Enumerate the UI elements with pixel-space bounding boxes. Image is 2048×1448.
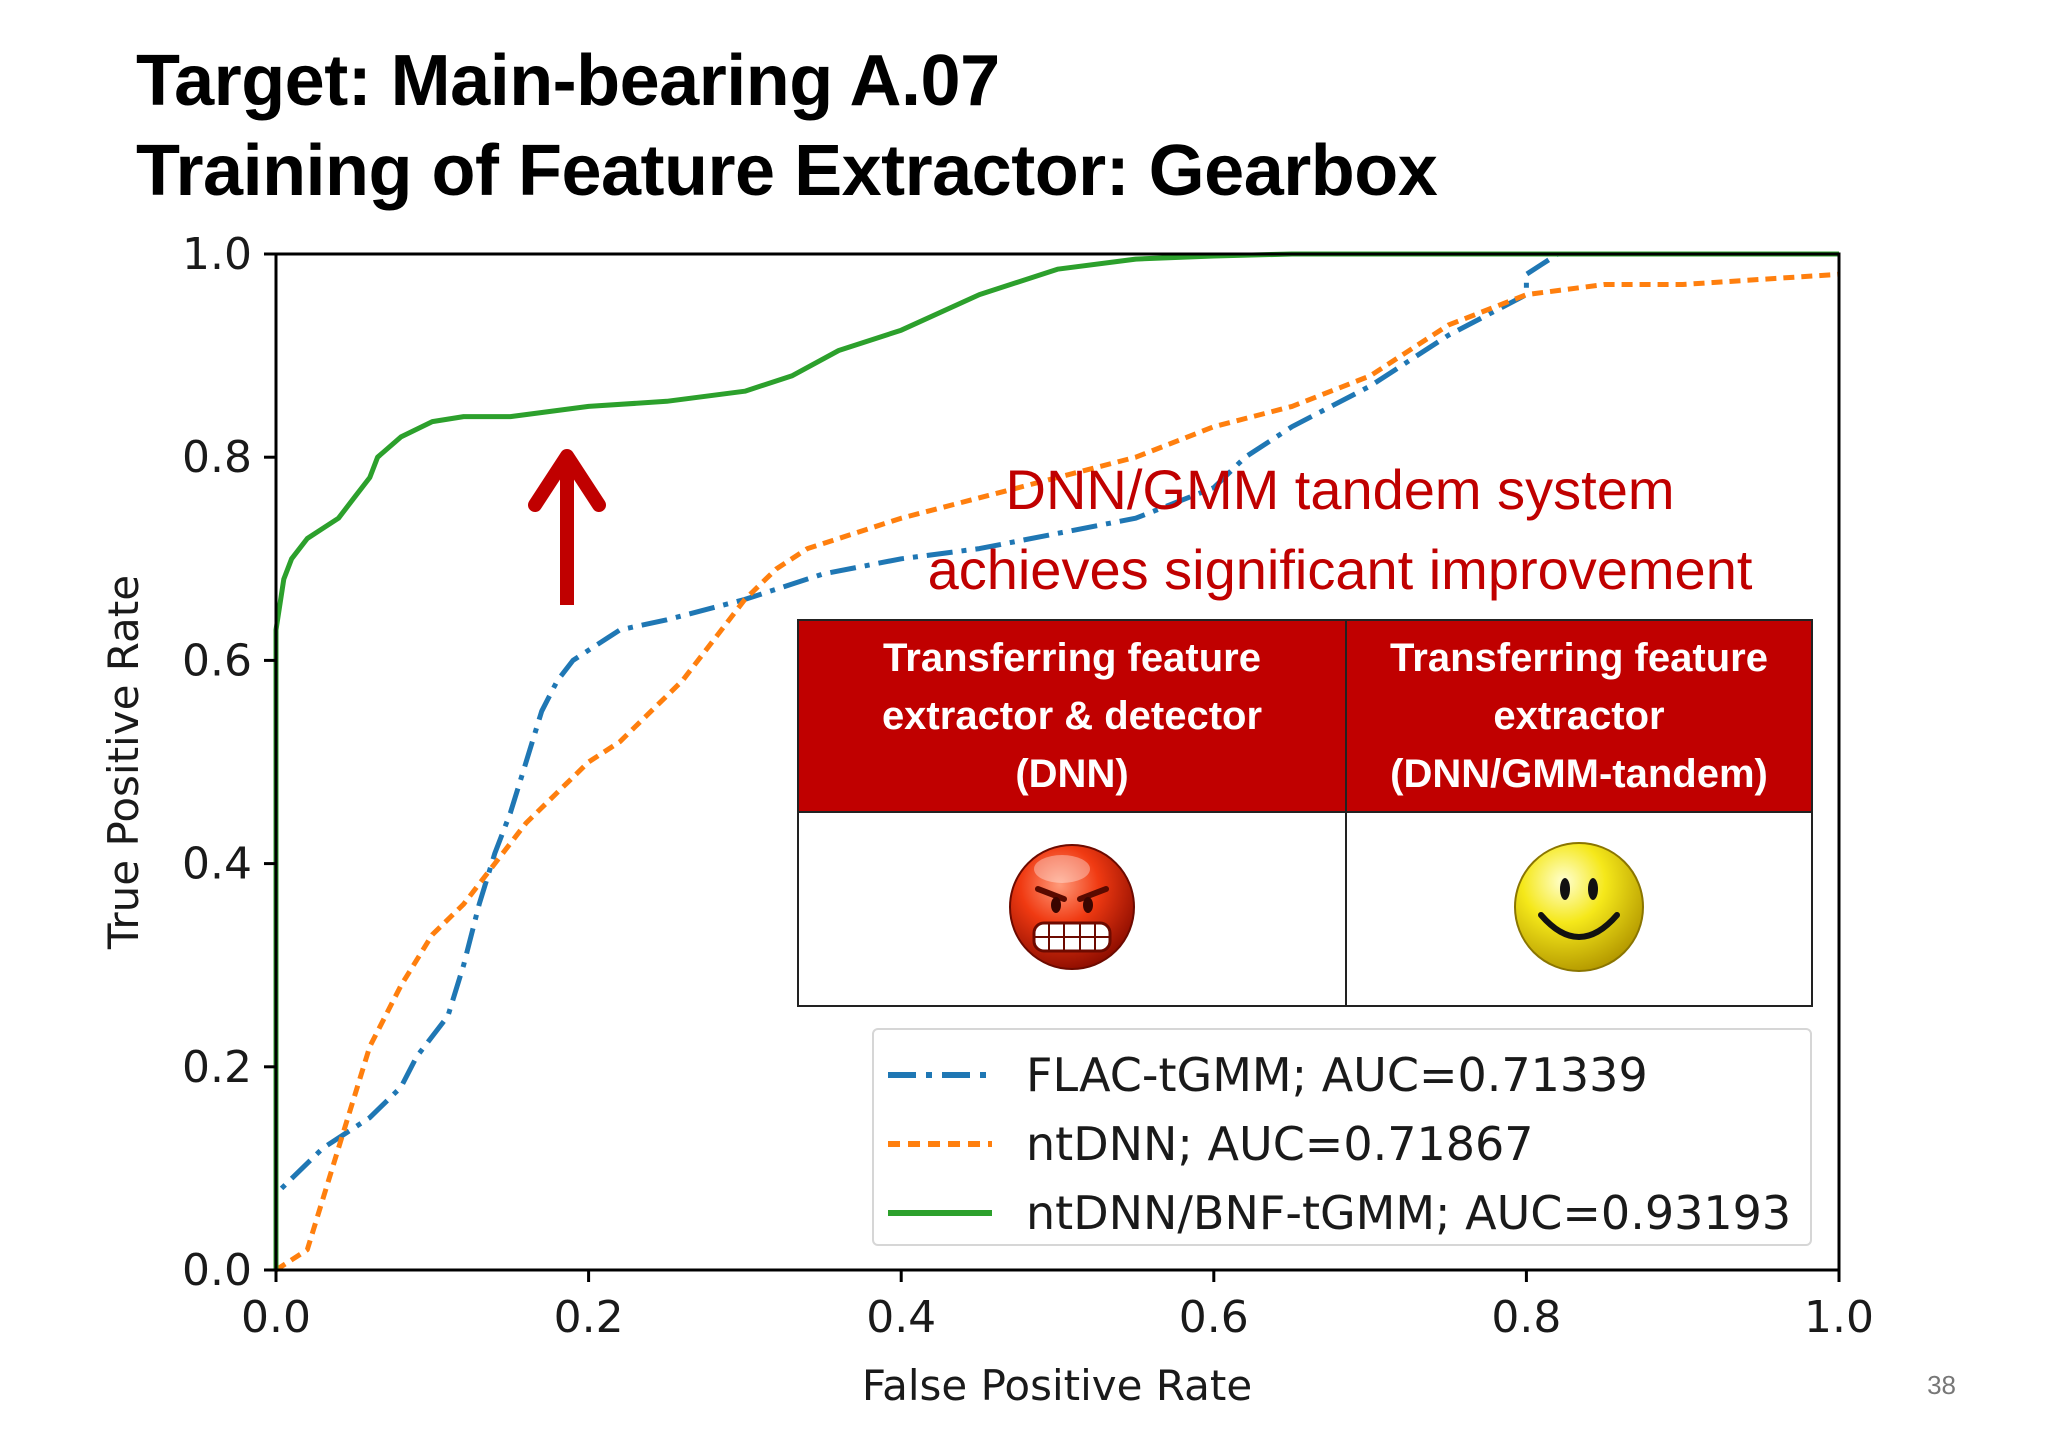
comparison-header-row: Transferring feature extractor & detecto… bbox=[797, 619, 1813, 813]
column-header-dnn: Transferring feature extractor & detecto… bbox=[797, 619, 1347, 813]
chart-legend: FLAC-tGMM; AUC=0.71339 ntDNN; AUC=0.7186… bbox=[872, 1028, 1812, 1246]
legend-label: ntDNN/BNF-tGMM; AUC=0.93193 bbox=[1026, 1186, 1792, 1240]
slide-title-line-1: Target: Main-bearing A.07 bbox=[136, 41, 1000, 121]
plot-frame bbox=[274, 252, 1841, 1272]
legend-swatch-dotted bbox=[888, 1141, 992, 1147]
series-line-1 bbox=[274, 271, 1840, 1273]
x-tick-label: 0.8 bbox=[1491, 1292, 1561, 1343]
cell-dnn-rating bbox=[797, 811, 1347, 1007]
page-number: 38 bbox=[1927, 1370, 1956, 1400]
legend-item-flac-tgmm: FLAC-tGMM; AUC=0.71339 bbox=[888, 1044, 1648, 1106]
column-header-tandem: Transferring feature extractor (DNN/GMM-… bbox=[1345, 619, 1813, 813]
header-line: Transferring feature bbox=[883, 636, 1261, 680]
up-arrow-icon bbox=[528, 449, 606, 605]
smiley-face-icon bbox=[1514, 842, 1644, 972]
header-line: extractor bbox=[1493, 694, 1665, 738]
y-axis-label: True Positive Rate bbox=[99, 575, 148, 950]
y-tick-label: 0.8 bbox=[182, 432, 252, 483]
callout-line-2: achieves significant improvement bbox=[927, 538, 1753, 601]
x-tick-label: 0.0 bbox=[241, 1292, 311, 1343]
comparison-icon-row bbox=[797, 811, 1813, 1007]
legend-swatch-solid bbox=[888, 1210, 992, 1216]
header-line: Transferring feature bbox=[1390, 636, 1768, 680]
y-tick-label: 0.0 bbox=[182, 1245, 252, 1296]
header-line: extractor & detector bbox=[881, 694, 1263, 738]
y-tick-label: 1.0 bbox=[182, 229, 252, 280]
axis-ticks: 0.0 0.2 0.4 0.6 0.8 1.0 0.0 0.2 0.4 0.6 0.8 1.0 bbox=[182, 229, 1874, 1343]
callout-line-1: DNN/GMM tandem system bbox=[1005, 458, 1675, 521]
legend-label: FLAC-tGMM; AUC=0.71339 bbox=[1026, 1048, 1648, 1102]
legend-swatch-dashdot bbox=[888, 1072, 992, 1078]
y-tick-label: 0.4 bbox=[182, 839, 252, 890]
x-axis-label: False Positive Rate bbox=[862, 1361, 1252, 1410]
y-tick-label: 0.6 bbox=[182, 635, 252, 686]
legend-item-ntdnn-bnf-tgmm: ntDNN/BNF-tGMM; AUC=0.93193 bbox=[888, 1182, 1791, 1244]
series-line-0 bbox=[273, 251, 1839, 1270]
series-layer bbox=[273, 251, 1840, 1273]
series-line-2 bbox=[273, 251, 1839, 1270]
header-line: (DNN) bbox=[1015, 752, 1129, 796]
header-line: (DNN/GMM-tandem) bbox=[1390, 752, 1768, 796]
angry-face-icon bbox=[1009, 844, 1135, 970]
x-tick-label: 1.0 bbox=[1804, 1292, 1874, 1343]
x-tick-label: 0.6 bbox=[1179, 1292, 1249, 1343]
legend-label: ntDNN; AUC=0.71867 bbox=[1026, 1117, 1534, 1171]
x-tick-label: 0.2 bbox=[554, 1292, 624, 1343]
comparison-table: Transferring feature extractor & detecto… bbox=[797, 619, 1813, 1007]
cell-tandem-rating bbox=[1345, 811, 1813, 1007]
slide-title-line-2: Training of Feature Extractor: Gearbox bbox=[136, 131, 1438, 211]
legend-item-ntdnn: ntDNN; AUC=0.71867 bbox=[888, 1113, 1534, 1175]
y-tick-label: 0.2 bbox=[182, 1042, 252, 1093]
x-tick-label: 0.4 bbox=[866, 1292, 936, 1343]
